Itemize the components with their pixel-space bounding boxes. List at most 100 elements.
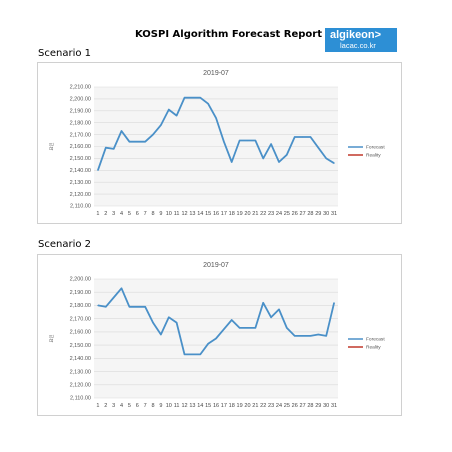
y-tick-label: 2,150.00	[70, 156, 91, 162]
brand-logo: algikeon> lacac.co.kr	[325, 28, 397, 52]
data-point	[105, 306, 107, 308]
y-axis-label: 요인	[48, 334, 55, 342]
scenario-2-chart: 2,110.00 2,120.00 2,130.00 2,140.00 2,150.00…	[37, 254, 402, 416]
legend-label: Reality	[366, 153, 381, 159]
x-tick-label: 23	[268, 403, 274, 409]
x-tick-label: 13	[189, 211, 195, 217]
legend-label: Forecast	[366, 337, 385, 343]
x-tick-label: 8	[152, 403, 155, 409]
y-tick-label: 2,120.00	[70, 192, 91, 198]
data-point	[239, 139, 241, 142]
x-tick-label: 28	[307, 403, 313, 409]
x-tick-label: 2	[104, 211, 107, 217]
y-tick-label: 2,120.00	[70, 382, 91, 388]
data-point	[176, 322, 178, 324]
data-point	[144, 306, 146, 308]
data-point	[278, 308, 280, 311]
x-tick-label: 21	[252, 211, 258, 217]
y-tick-label: 2,180.00	[70, 303, 91, 309]
data-point	[207, 103, 209, 105]
data-point	[120, 130, 123, 132]
x-tick-label: 11	[174, 403, 180, 409]
x-tick-label: 11	[174, 211, 180, 217]
x-tick-label: 13	[189, 403, 195, 409]
data-point	[317, 147, 319, 149]
data-point	[309, 136, 312, 138]
chart-svg: 2,110.00 2,120.00 2,130.00 2,140.00 2,150.00…	[48, 70, 385, 217]
y-tick-label: 2,210.00	[70, 85, 91, 91]
y-tick-label: 2,190.00	[70, 109, 91, 115]
data-point	[231, 161, 233, 163]
x-tick-label: 28	[307, 211, 313, 217]
x-tick-label: 9	[159, 403, 162, 409]
x-tick-label: 31	[331, 211, 337, 217]
data-point	[294, 335, 296, 337]
y-tick-label: 2,110.00	[70, 396, 91, 402]
x-tick-label: 7	[144, 211, 147, 217]
data-point	[160, 124, 162, 126]
y-tick-label: 2,180.00	[70, 120, 91, 126]
data-point	[254, 327, 256, 329]
y-tick-label: 2,160.00	[70, 144, 91, 150]
scenario-2-label: Scenario 2	[38, 239, 92, 250]
x-tick-label: 4	[120, 211, 123, 217]
data-point	[97, 169, 99, 171]
x-tick-label: 5	[128, 211, 131, 217]
x-tick-label: 29	[315, 211, 321, 217]
x-tick-label: 27	[300, 211, 306, 217]
data-point	[113, 296, 115, 299]
data-point	[183, 97, 186, 99]
data-point	[160, 333, 162, 336]
data-point	[301, 136, 304, 138]
x-tick-label: 18	[229, 211, 235, 217]
report-title: KOSPI Algorithm Forecast Report	[135, 29, 323, 40]
x-tick-label: 22	[260, 403, 266, 409]
y-tick-label: 2,170.00	[70, 316, 91, 322]
scenario-1-chart: 2,110.00 2,120.00 2,130.00 2,140.00 2,150.00…	[37, 62, 402, 224]
data-point	[325, 157, 327, 159]
y-tick-label: 2,160.00	[70, 330, 91, 336]
x-tick-label: 16	[213, 211, 219, 217]
chart-svg: 2,110.00 2,120.00 2,130.00 2,140.00 2,150.00…	[48, 262, 385, 409]
x-tick-label: 15	[205, 403, 211, 409]
x-tick-label: 30	[323, 211, 329, 217]
data-point	[246, 327, 249, 329]
x-tick-label: 19	[237, 403, 243, 409]
y-axis-label: 요인	[48, 142, 55, 150]
data-point	[223, 141, 225, 143]
data-point	[278, 161, 280, 163]
y-tick-label: 2,200.00	[70, 97, 91, 103]
data-point	[199, 97, 201, 99]
data-point	[105, 147, 107, 149]
data-point	[113, 148, 115, 150]
data-point	[215, 117, 217, 119]
data-point	[246, 139, 249, 142]
x-tick-label: 26	[292, 403, 298, 409]
x-tick-label: 10	[166, 403, 172, 409]
x-tick-label: 23	[268, 211, 274, 217]
x-tick-label: 4	[120, 403, 123, 409]
data-point	[254, 139, 256, 142]
x-tick-label: 25	[284, 403, 290, 409]
data-point	[294, 136, 296, 138]
data-point	[231, 319, 233, 321]
legend-label: Forecast	[366, 145, 385, 151]
x-tick-label: 1	[96, 403, 99, 409]
logo-sub-text: lacac.co.kr	[340, 41, 376, 50]
y-tick-label: 2,130.00	[70, 180, 91, 186]
x-tick-label: 12	[181, 211, 187, 217]
y-tick-label: 2,190.00	[70, 290, 91, 296]
data-point	[136, 306, 138, 308]
data-point	[325, 335, 327, 337]
data-point	[333, 162, 335, 164]
x-tick-label: 8	[152, 211, 155, 217]
data-point	[176, 114, 178, 117]
x-tick-label: 7	[144, 403, 147, 409]
chart-title: 2019-07	[203, 262, 229, 269]
y-tick-label: 2,150.00	[70, 343, 91, 349]
data-point	[97, 304, 99, 307]
data-point	[286, 327, 288, 329]
x-tick-label: 30	[323, 403, 329, 409]
x-tick-label: 24	[276, 211, 282, 217]
data-point	[144, 141, 146, 143]
